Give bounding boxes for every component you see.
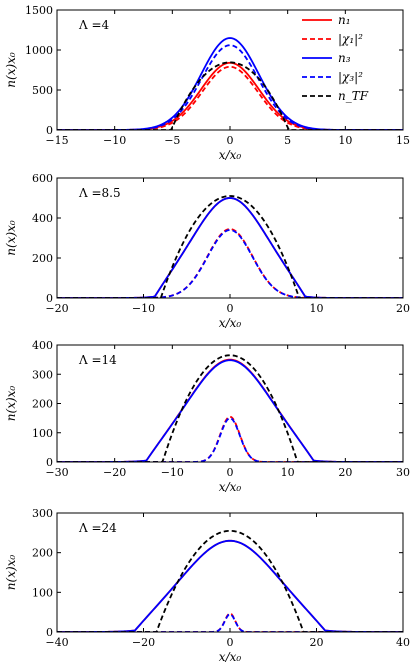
series-line-n_TF [57,529,403,632]
y-tick-label: 300 [32,507,53,520]
y-tick-label: 200 [32,398,53,411]
y-axis-label: n(x)x₀ [4,220,18,256]
x-tick-label: −20 [45,302,68,315]
x-tick-label: 40 [396,636,410,649]
x-tick-label: 5 [284,134,291,147]
panel-label: Λ =24 [78,521,117,535]
y-tick-label: 600 [32,172,53,185]
y-tick-label: 300 [32,368,53,381]
x-axis-label: x/x₀ [219,480,242,494]
x-tick-label: −10 [161,466,184,479]
x-tick-label: 0 [227,466,234,479]
series-line-|χ₃|² [57,229,403,298]
series-group [57,529,403,632]
y-tick-label: 100 [32,586,53,599]
x-tick-label: 0 [227,302,234,315]
y-tick-label: 0 [46,124,53,137]
series-line-n₃ [57,37,403,130]
series-line-|χ₁|² [57,228,403,298]
x-tick-label: 10 [281,466,295,479]
x-tick-label: −5 [164,134,180,147]
x-tick-label: 10 [338,134,352,147]
x-axis-label: x/x₀ [219,316,242,330]
x-tick-label: 0 [227,134,234,147]
series-line-n₃ [57,359,403,462]
x-tick-label: 20 [338,466,352,479]
chart-panel-3: −30 −20 −10 0 10 20 300100200300400x/x₀n(x)x₀Λ… [4,339,410,494]
y-tick-label: 0 [46,292,53,305]
panel-label: Λ =4 [78,18,110,32]
y-axis-label: n(x)x₀ [4,386,18,422]
series-line-n₁ [57,539,403,632]
series-line-|χ₃|² [57,44,403,130]
series-line-n₃ [57,539,403,632]
y-tick-label: 1500 [25,4,53,17]
x-tick-label: −10 [103,134,126,147]
y-tick-label: 200 [32,547,53,560]
y-axis-label: n(x)x₀ [4,555,18,591]
legend: n₁ |χ₁|² n₃ |χ₃|² n_TF [302,13,369,103]
y-tick-label: 500 [32,84,53,97]
x-axis-label: x/x₀ [219,650,242,664]
series-line-n₁ [57,197,403,298]
x-tick-label: 15 [396,134,410,147]
y-tick-label: 100 [32,427,53,440]
panel-label: Λ =14 [78,353,117,367]
x-tick-label: 20 [310,636,324,649]
legend-entry: n₁ [338,13,351,27]
panel-label: Λ =8.5 [78,186,121,200]
legend-entry: |χ₃|² [338,70,363,84]
x-tick-label: −20 [103,466,126,479]
legend-entry: n₃ [338,51,351,65]
series-group [57,354,403,462]
y-tick-label: 0 [46,626,53,639]
series-group [57,37,403,130]
series-line-|χ₃|² [57,417,403,462]
y-tick-label: 0 [46,456,53,469]
x-tick-label: 20 [396,302,410,315]
series-line-n₁ [57,358,403,462]
x-tick-label: 10 [310,302,324,315]
chart-panel-1: −15 −10 −5 0 5 10 15 0 500 1000 1500 x/x₀ n(x)x₀ Λ =4… [4,4,410,162]
x-tick-label: 30 [396,466,410,479]
chart-panel-4: −40 −20 0 20 40 0 100 200 300 x/x₀ n(x)x₀ Λ =24 [4,507,410,664]
y-tick-label: 200 [32,252,53,265]
y-tick-label: 400 [32,339,53,352]
series-line-n_TF [57,354,403,462]
y-tick-label: 400 [32,212,53,225]
x-tick-label: 0 [227,636,234,649]
x-tick-label: −40 [45,636,68,649]
x-tick-label: −20 [132,636,155,649]
y-tick-label: 1000 [25,44,53,57]
legend-entry: n_TF [338,89,369,103]
series-line-n_TF [57,195,403,298]
series-line-n₃ [57,197,403,298]
x-tick-label: −10 [132,302,155,315]
series-group [57,195,403,298]
legend-entry: |χ₁|² [338,32,363,46]
x-tick-label: −30 [45,466,68,479]
y-axis-label: n(x)x₀ [4,52,18,88]
x-tick-label: −15 [45,134,68,147]
series-line-|χ₁|² [57,415,403,462]
x-axis-label: x/x₀ [219,148,242,162]
